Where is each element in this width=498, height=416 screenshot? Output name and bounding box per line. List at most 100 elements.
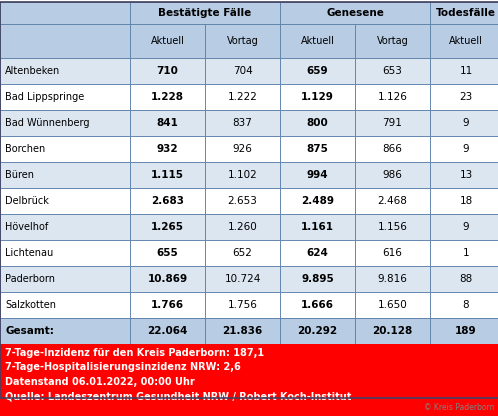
Text: 1.129: 1.129 xyxy=(301,92,334,102)
Text: Aktuell: Aktuell xyxy=(301,36,335,46)
Text: Bestätigte Fälle: Bestätigte Fälle xyxy=(158,8,251,18)
Bar xyxy=(130,136,205,162)
Text: 10.724: 10.724 xyxy=(224,274,260,284)
Text: 10.869: 10.869 xyxy=(147,274,188,284)
Text: 1: 1 xyxy=(463,248,469,258)
Bar xyxy=(0,84,130,110)
Bar xyxy=(355,318,430,344)
Bar xyxy=(355,292,430,318)
Text: 88: 88 xyxy=(459,274,473,284)
Text: Salzkotten: Salzkotten xyxy=(5,300,56,310)
Text: 189: 189 xyxy=(455,326,477,336)
Text: Altenbeken: Altenbeken xyxy=(5,66,60,76)
Text: 2.468: 2.468 xyxy=(377,196,407,206)
Text: Aktuell: Aktuell xyxy=(449,36,483,46)
Bar xyxy=(130,24,205,58)
Text: Bad Lippspringe: Bad Lippspringe xyxy=(5,92,84,102)
Bar xyxy=(0,318,130,344)
Text: 659: 659 xyxy=(307,66,328,76)
Bar xyxy=(0,292,130,318)
Bar xyxy=(430,318,498,344)
Bar xyxy=(130,240,205,266)
Text: 1.228: 1.228 xyxy=(151,92,184,102)
Bar xyxy=(205,318,280,344)
Text: Lichtenau: Lichtenau xyxy=(5,248,53,258)
Bar xyxy=(355,110,430,136)
Bar xyxy=(0,214,130,240)
Text: Genesene: Genesene xyxy=(326,8,384,18)
Text: 616: 616 xyxy=(382,248,402,258)
Text: Aktuell: Aktuell xyxy=(150,36,184,46)
Bar xyxy=(355,162,430,188)
Text: 653: 653 xyxy=(382,66,402,76)
Text: 1.161: 1.161 xyxy=(301,222,334,232)
Text: 7-Tage-Inzidenz für den Kreis Paderborn: 187,1
7-Tage-Hospitalisierungsinzidenz : 7-Tage-Inzidenz für den Kreis Paderborn:… xyxy=(5,348,352,401)
Text: 1.126: 1.126 xyxy=(377,92,407,102)
Text: 2.489: 2.489 xyxy=(301,196,334,206)
Text: 20.292: 20.292 xyxy=(297,326,338,336)
Bar xyxy=(430,188,498,214)
Bar xyxy=(280,58,355,84)
Text: 704: 704 xyxy=(233,66,252,76)
Text: 1.222: 1.222 xyxy=(228,92,257,102)
Text: 986: 986 xyxy=(382,170,402,180)
Bar xyxy=(130,188,205,214)
Text: 9.895: 9.895 xyxy=(301,274,334,284)
Text: 1.756: 1.756 xyxy=(228,300,257,310)
Bar xyxy=(205,58,280,84)
Text: Paderborn: Paderborn xyxy=(5,274,55,284)
Text: 1.260: 1.260 xyxy=(228,222,257,232)
Bar xyxy=(280,292,355,318)
Bar xyxy=(280,110,355,136)
Text: 1.156: 1.156 xyxy=(377,222,407,232)
Text: 11: 11 xyxy=(459,66,473,76)
Bar xyxy=(0,58,130,84)
Bar xyxy=(130,162,205,188)
Bar xyxy=(130,266,205,292)
Text: 800: 800 xyxy=(307,118,328,128)
Text: 791: 791 xyxy=(382,118,402,128)
Text: 21.836: 21.836 xyxy=(223,326,262,336)
Text: 1.650: 1.650 xyxy=(377,300,407,310)
Text: 1.102: 1.102 xyxy=(228,170,257,180)
Text: Hövelhof: Hövelhof xyxy=(5,222,48,232)
Text: 22.064: 22.064 xyxy=(147,326,188,336)
Bar xyxy=(355,240,430,266)
Text: 8: 8 xyxy=(463,300,469,310)
Bar xyxy=(430,84,498,110)
Text: 926: 926 xyxy=(233,144,252,154)
Text: 624: 624 xyxy=(307,248,329,258)
Bar xyxy=(355,24,430,58)
Bar xyxy=(280,136,355,162)
Bar xyxy=(280,84,355,110)
Text: Vortag: Vortag xyxy=(376,36,408,46)
Text: 9: 9 xyxy=(463,118,469,128)
Bar xyxy=(0,240,130,266)
Bar xyxy=(0,162,130,188)
Bar xyxy=(280,24,355,58)
Text: 9.816: 9.816 xyxy=(377,274,407,284)
Bar xyxy=(205,162,280,188)
Bar xyxy=(0,188,130,214)
Text: 655: 655 xyxy=(157,248,178,258)
Bar xyxy=(280,188,355,214)
Bar xyxy=(430,24,498,58)
Bar xyxy=(430,136,498,162)
Text: 9: 9 xyxy=(463,222,469,232)
Bar xyxy=(430,162,498,188)
Text: Bad Wünnenberg: Bad Wünnenberg xyxy=(5,118,90,128)
Bar xyxy=(205,110,280,136)
Bar xyxy=(280,162,355,188)
Text: 710: 710 xyxy=(156,66,178,76)
Bar xyxy=(0,24,130,58)
Text: 841: 841 xyxy=(156,118,178,128)
Bar xyxy=(0,344,498,416)
Bar xyxy=(130,110,205,136)
Bar xyxy=(130,214,205,240)
Bar xyxy=(205,292,280,318)
Bar xyxy=(205,188,280,214)
Text: 837: 837 xyxy=(233,118,252,128)
Bar xyxy=(205,240,280,266)
Bar xyxy=(355,58,430,84)
Bar xyxy=(355,136,430,162)
